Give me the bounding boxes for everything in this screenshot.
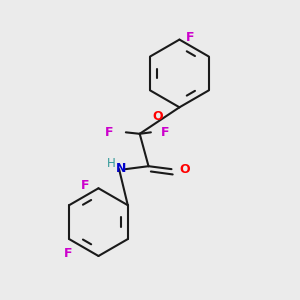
Text: H: H (106, 157, 115, 170)
Text: N: N (116, 162, 127, 175)
Text: F: F (105, 126, 113, 139)
Text: F: F (161, 126, 170, 139)
Text: F: F (186, 31, 194, 44)
Text: F: F (81, 179, 89, 192)
Text: O: O (179, 163, 190, 176)
Text: O: O (152, 110, 163, 124)
Text: F: F (63, 247, 72, 260)
